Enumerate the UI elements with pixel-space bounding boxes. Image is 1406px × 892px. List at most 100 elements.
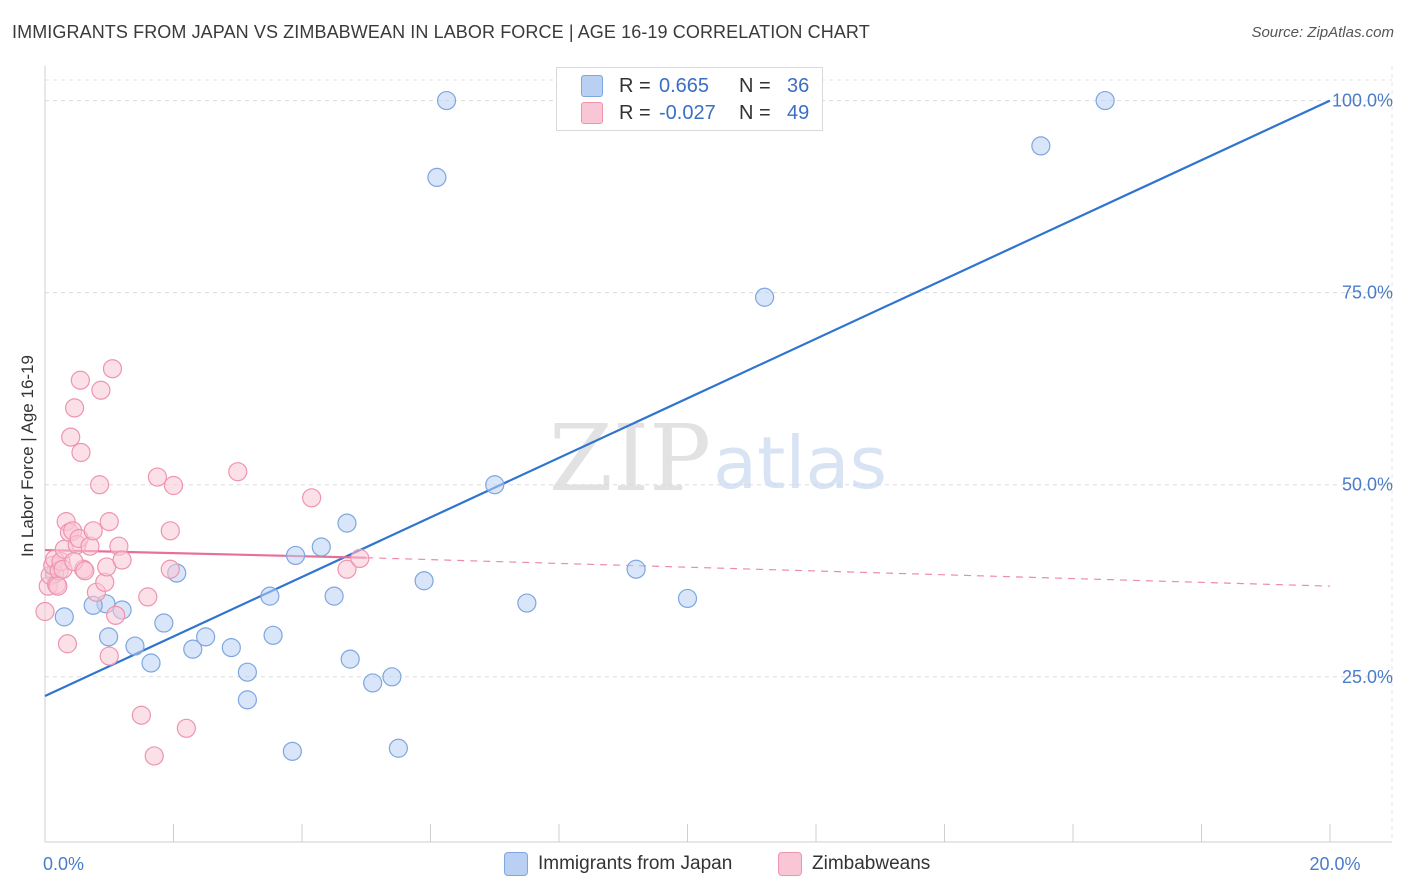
point-japan xyxy=(154,613,174,633)
series-legend: Immigrants from Japan Zimbabweans xyxy=(0,852,1406,878)
point-japan xyxy=(324,586,344,606)
point-zimbabwe xyxy=(90,475,110,495)
legend-row-japan: R = 0.665 N = 36 xyxy=(581,74,809,98)
point-zimbabwe xyxy=(70,370,90,390)
legend-swatch-japan xyxy=(581,75,603,97)
point-japan xyxy=(517,593,537,613)
point-japan xyxy=(1095,90,1115,111)
point-zimbabwe xyxy=(144,746,164,766)
point-japan xyxy=(388,738,408,758)
legend-item-japan: Immigrants from Japan xyxy=(504,852,732,876)
point-japan xyxy=(311,537,331,557)
point-zimbabwe xyxy=(106,605,126,625)
point-zimbabwe xyxy=(302,488,322,508)
point-japan xyxy=(427,167,447,188)
point-japan xyxy=(54,607,74,627)
point-zimbabwe xyxy=(102,359,123,379)
legend-n-label: N = xyxy=(739,101,771,124)
trend-line xyxy=(366,557,1331,587)
legend-item-zimbabwe: Zimbabweans xyxy=(778,852,930,876)
point-zimbabwe xyxy=(75,561,95,581)
point-zimbabwe xyxy=(71,442,91,463)
point-zimbabwe xyxy=(176,718,196,738)
point-zimbabwe xyxy=(160,521,180,541)
tick-labels: 25.0% 50.0% 75.0% 100.0% 0.0% 20.0% xyxy=(43,91,1393,874)
point-japan xyxy=(125,636,145,656)
point-zimbabwe xyxy=(83,521,103,541)
legend-swatch-zimbabwe xyxy=(581,102,603,124)
point-zimbabwe xyxy=(99,512,119,532)
point-zimbabwe xyxy=(147,467,168,487)
point-japan xyxy=(183,639,203,659)
point-zimbabwe xyxy=(160,559,180,579)
point-japan xyxy=(196,627,216,647)
legend-swatch-japan xyxy=(504,852,528,876)
source-credit: Source: ZipAtlas.com xyxy=(1251,24,1394,41)
point-zimbabwe xyxy=(48,576,68,596)
point-japan xyxy=(221,638,241,658)
legend-r-value: 0.665 xyxy=(659,74,710,97)
point-zimbabwe xyxy=(57,634,78,654)
point-japan xyxy=(436,90,457,111)
point-zimbabwe xyxy=(350,548,370,569)
point-zimbabwe xyxy=(64,398,85,418)
point-zimbabwe xyxy=(228,462,248,482)
point-japan xyxy=(754,287,775,307)
watermark-atlas: atlas xyxy=(713,421,887,505)
y-tick-label: 100.0% xyxy=(1332,91,1393,111)
point-zimbabwe xyxy=(163,475,184,496)
point-japan xyxy=(99,627,119,647)
x-tick-label: 20.0% xyxy=(1309,854,1360,874)
grid-layer xyxy=(45,66,1393,842)
point-japan xyxy=(382,667,402,687)
legend-row-zimbabwe: R = -0.027 N = 49 xyxy=(581,101,809,125)
point-zimbabwe xyxy=(131,705,151,725)
point-japan xyxy=(626,559,646,579)
x-tick-label: 0.0% xyxy=(43,854,84,874)
trend-line xyxy=(44,99,1331,698)
point-japan xyxy=(414,571,434,591)
y-tick-label: 50.0% xyxy=(1342,475,1393,495)
point-japan xyxy=(1031,136,1051,156)
legend-r-value: -0.027 xyxy=(659,101,716,124)
trend-line xyxy=(44,548,367,559)
point-japan xyxy=(282,741,302,761)
point-zimbabwe xyxy=(91,380,111,400)
legend-label-zimbabwe: Zimbabweans xyxy=(812,853,931,874)
legend-n-value: 49 xyxy=(787,101,810,124)
point-zimbabwe xyxy=(112,550,132,570)
trend-lines xyxy=(44,99,1331,698)
point-japan xyxy=(363,673,383,693)
y-axis-label: In Labor Force | Age 16-19 xyxy=(18,355,37,557)
point-japan xyxy=(340,649,360,669)
legend-n-label: N = xyxy=(739,74,771,97)
point-japan xyxy=(485,475,505,495)
point-japan xyxy=(677,588,698,609)
legend-n-value: 36 xyxy=(787,74,810,97)
watermark: ZIP atlas xyxy=(549,405,887,512)
point-zimbabwe xyxy=(337,559,357,579)
legend-r-label: R = xyxy=(619,74,651,97)
stats-legend: R = 0.665 N = 36 R = -0.027 N = 49 xyxy=(556,67,823,131)
legend-r-label: R = xyxy=(619,101,651,124)
point-japan xyxy=(337,513,357,533)
data-points xyxy=(35,90,1115,766)
chart-title: IMMIGRANTS FROM JAPAN VS ZIMBABWEAN IN L… xyxy=(12,22,870,42)
point-japan xyxy=(237,662,257,682)
point-zimbabwe xyxy=(35,601,55,622)
point-zimbabwe xyxy=(61,427,81,447)
legend-label-japan: Immigrants from Japan xyxy=(538,853,733,874)
point-japan xyxy=(260,586,280,606)
point-japan xyxy=(263,625,283,645)
point-japan xyxy=(141,653,161,673)
point-japan xyxy=(237,690,257,710)
watermark-zip: ZIP xyxy=(549,405,711,512)
axes-layer xyxy=(44,66,1392,843)
legend-swatch-zimbabwe xyxy=(778,852,802,876)
point-japan xyxy=(285,545,306,566)
y-tick-label: 75.0% xyxy=(1342,283,1393,303)
point-zimbabwe xyxy=(138,587,158,607)
y-tick-label: 25.0% xyxy=(1342,667,1393,687)
point-zimbabwe xyxy=(99,646,119,666)
